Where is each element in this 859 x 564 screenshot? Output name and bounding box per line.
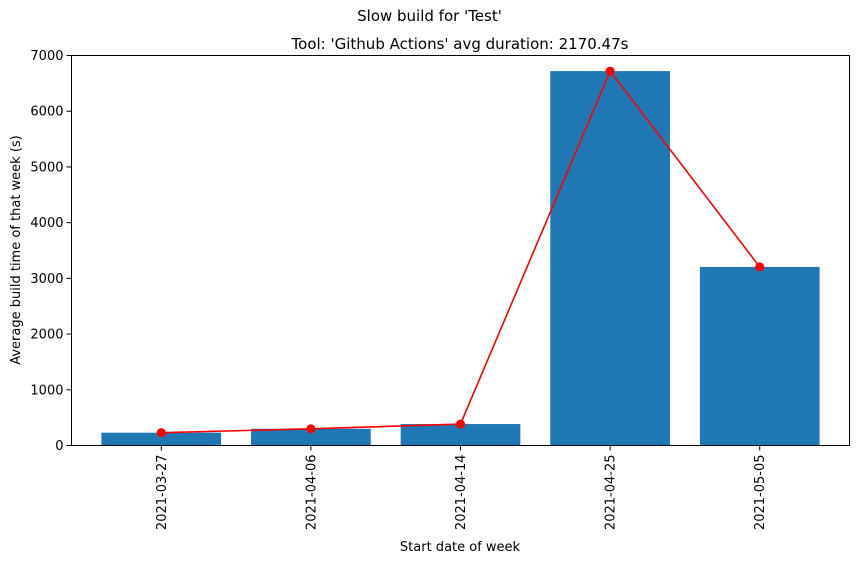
bar-2021-04-06 [251, 428, 371, 446]
x-tick-label: 2021-04-25 [604, 455, 619, 531]
line-series [156, 66, 765, 438]
chart-title: Tool: 'Github Actions' avg duration: 217… [291, 35, 629, 53]
y-axis: 0 1000 2000 3000 4000 5000 6000 7000 [30, 49, 72, 454]
x-axis-label: Start date of week [400, 540, 521, 555]
y-tick-label: 7000 [30, 49, 63, 64]
bar-2021-05-05 [699, 266, 820, 446]
bar-2021-04-14 [400, 424, 521, 446]
x-tick-label: 2021-05-05 [753, 455, 768, 531]
y-tick-label: 5000 [30, 160, 63, 175]
y-tick-label: 0 [55, 439, 63, 454]
line-point-2021-03-27 [156, 428, 166, 438]
y-tick-label: 4000 [30, 216, 63, 231]
y-tick-label: 1000 [30, 383, 63, 398]
figure-suptitle: Slow build for 'Test' [357, 7, 502, 25]
bar-2021-04-25 [550, 71, 670, 446]
y-tick-label: 2000 [30, 328, 63, 343]
bar-series [101, 71, 820, 446]
x-tick-label: 2021-03-27 [155, 455, 170, 531]
line-point-2021-04-14 [456, 419, 465, 429]
x-tick-label: 2021-04-06 [304, 455, 319, 531]
bar-2021-03-27 [101, 432, 222, 446]
line-point-2021-04-06 [306, 424, 316, 434]
x-axis: 2021-03-27 2021-04-06 2021-04-14 2021-04-25… [155, 445, 768, 531]
y-tick-label: 6000 [30, 105, 63, 120]
line-point-2021-05-05 [755, 262, 765, 272]
y-tick-label: 3000 [30, 272, 63, 287]
line-point-2021-04-25 [605, 66, 615, 76]
y-axis-label: Average build time of that week (s) [9, 135, 24, 365]
x-tick-label: 2021-04-14 [454, 455, 469, 531]
